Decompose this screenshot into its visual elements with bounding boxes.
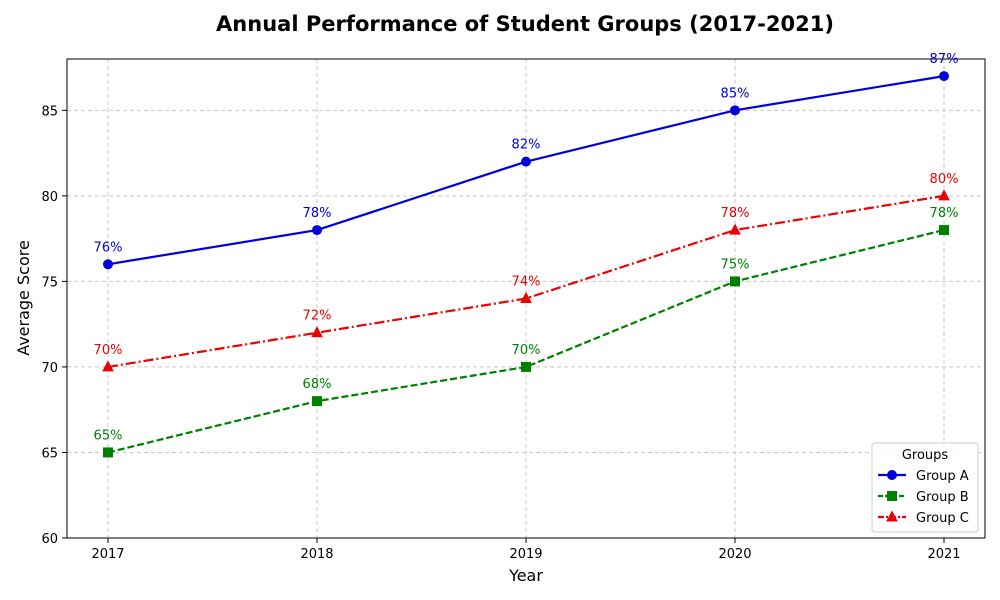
legend-marker xyxy=(887,491,897,501)
series-group-b: 65% 68% 70% 75% 78% xyxy=(94,206,959,458)
data-point xyxy=(939,71,949,82)
y-tick-label: 60 xyxy=(41,532,58,547)
data-label: 74% xyxy=(512,275,541,290)
data-label: 65% xyxy=(94,428,123,443)
data-point xyxy=(103,259,113,270)
data-point xyxy=(103,447,113,458)
data-label: 78% xyxy=(930,206,959,221)
data-label: 72% xyxy=(303,309,332,324)
legend-item-group-b: Group B xyxy=(878,490,969,505)
data-point xyxy=(312,396,322,407)
data-label: 70% xyxy=(512,343,541,358)
data-label: 85% xyxy=(721,86,750,101)
data-point xyxy=(938,189,950,201)
data-point xyxy=(521,156,531,167)
legend-label: Group C xyxy=(916,511,969,526)
legend-label: Group B xyxy=(916,490,969,505)
data-label: 68% xyxy=(303,377,332,392)
legend-title: Groups xyxy=(902,448,949,463)
x-tick-label: 2020 xyxy=(718,547,751,562)
legend-item-group-c: Group C xyxy=(878,510,969,526)
data-label: 82% xyxy=(512,138,541,153)
data-label: 70% xyxy=(94,343,123,358)
x-tick-label: 2018 xyxy=(300,547,333,562)
x-axis-ticks: 2017 2018 2019 2020 2021 xyxy=(91,538,961,562)
data-point xyxy=(730,276,740,287)
series-group-a: 76% 78% 82% 85% 87% xyxy=(94,52,959,270)
y-axis-ticks: 60 65 70 75 80 85 xyxy=(41,104,67,547)
data-label: 78% xyxy=(303,206,332,221)
legend-item-group-a: Group A xyxy=(878,469,969,484)
data-point xyxy=(730,105,740,116)
series-group-c: 70% 72% 74% 78% 80% xyxy=(94,172,959,372)
series-layer: 76%78%82%85%87%65%68%70%75%78%70%72%74%7… xyxy=(94,52,959,458)
chart-title: Annual Performance of Student Groups (20… xyxy=(216,12,834,36)
x-tick-label: 2017 xyxy=(91,547,124,562)
y-tick-label: 85 xyxy=(41,104,58,119)
data-point xyxy=(311,326,323,338)
x-tick-label: 2019 xyxy=(509,547,542,562)
legend-box xyxy=(871,442,979,533)
y-tick-label: 75 xyxy=(41,275,58,290)
y-tick-label: 70 xyxy=(41,361,58,376)
y-tick-label: 80 xyxy=(41,190,58,205)
legend-marker xyxy=(887,470,897,480)
data-label: 75% xyxy=(721,257,750,272)
data-label: 76% xyxy=(94,240,123,255)
x-axis-label: Year xyxy=(508,566,543,585)
legend-marker xyxy=(886,510,898,522)
data-point xyxy=(102,360,114,372)
data-point xyxy=(521,361,531,372)
data-label: 78% xyxy=(721,206,750,221)
legend: Groups Group A Group B Group C xyxy=(871,442,979,533)
data-point xyxy=(312,225,322,236)
legend-label: Group A xyxy=(916,469,969,484)
data-point xyxy=(729,223,741,235)
data-point xyxy=(939,225,949,236)
y-axis-label: Average Score xyxy=(14,240,33,356)
data-point xyxy=(520,291,532,303)
data-label: 87% xyxy=(930,52,959,67)
y-tick-label: 65 xyxy=(41,446,58,461)
x-tick-label: 2021 xyxy=(927,547,960,562)
data-label: 80% xyxy=(930,172,959,187)
